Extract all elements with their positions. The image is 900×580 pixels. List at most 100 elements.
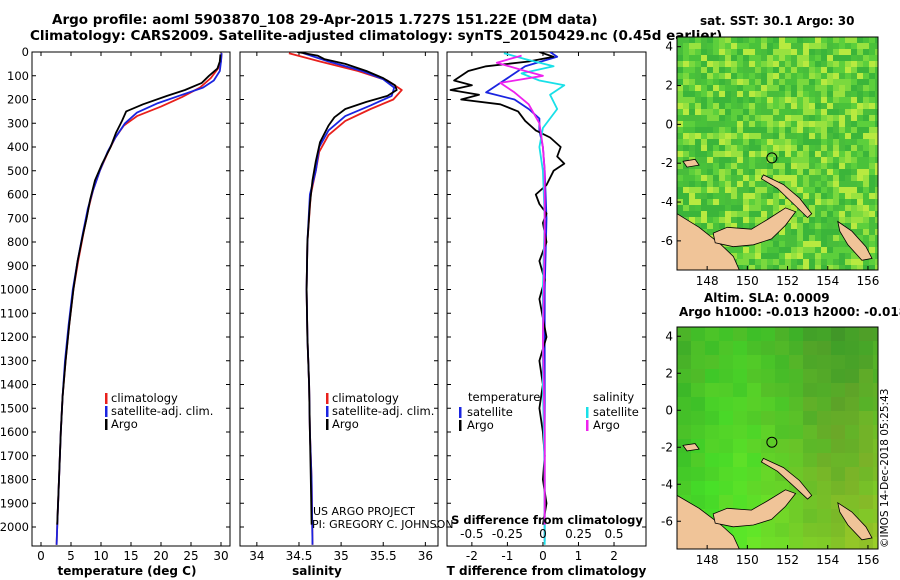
map-cell [731, 139, 737, 145]
map-cell [851, 61, 857, 67]
map-cell [767, 121, 773, 127]
map-cell [761, 97, 767, 103]
map-cell [815, 55, 821, 61]
map-cell [863, 85, 869, 91]
map-cell [803, 73, 809, 79]
map-cell [789, 439, 803, 453]
salinity-x-tick-label: 34 [249, 549, 264, 563]
map-cell [845, 55, 851, 61]
map-cell [677, 383, 691, 397]
map-cell [851, 163, 857, 169]
map-cell [779, 61, 785, 67]
map-cell [869, 253, 875, 259]
map-cell [857, 175, 863, 181]
map-cell [845, 217, 851, 223]
map-cell [691, 355, 705, 369]
map-cell [851, 217, 857, 223]
map-cell [817, 355, 831, 369]
map-cell [797, 193, 803, 199]
map-cell [677, 79, 683, 85]
map-cell [737, 181, 743, 187]
map-cell [833, 55, 839, 61]
map-cell [845, 67, 851, 73]
map-cell [803, 85, 809, 91]
map-cell [815, 145, 821, 151]
map-cell [831, 369, 845, 383]
map-cell [875, 217, 878, 223]
map-cell [705, 369, 719, 383]
map-cell [839, 265, 845, 270]
map-cell [845, 265, 851, 270]
map-cell [683, 109, 689, 115]
map-cell [773, 91, 779, 97]
map-cell [743, 199, 749, 205]
map-cell [725, 217, 731, 223]
map-cell [731, 151, 737, 157]
map-cell [845, 439, 859, 453]
map-cell [815, 163, 821, 169]
map-cell [785, 235, 791, 241]
map-cell [789, 397, 803, 411]
map-cell [749, 163, 755, 169]
map-cell [831, 355, 845, 369]
map-cell [817, 383, 831, 397]
map-cell [803, 523, 817, 537]
map-cell [817, 509, 831, 523]
map-cell [797, 97, 803, 103]
map-cell [761, 397, 775, 411]
map-cell [733, 327, 747, 341]
map-cell [683, 61, 689, 67]
map-cell [785, 241, 791, 247]
map-cell [733, 411, 747, 425]
map-cell [701, 109, 707, 115]
map-cell [701, 43, 707, 49]
map-cell [845, 537, 859, 549]
map-cell [749, 79, 755, 85]
map-cell [797, 139, 803, 145]
map-cell [761, 259, 767, 265]
map-cell [767, 205, 773, 211]
map-cell [779, 193, 785, 199]
temperature-xlabel: temperature (deg C) [58, 564, 197, 578]
map-cell [733, 397, 747, 411]
map-cell [749, 133, 755, 139]
map-cell [821, 223, 827, 229]
map-cell [827, 133, 833, 139]
map-cell [827, 37, 833, 43]
map-cell [779, 205, 785, 211]
map-cell [779, 79, 785, 85]
map-cell [719, 211, 725, 217]
map-cell [779, 151, 785, 157]
map-cell [691, 481, 705, 495]
temperature-legend-swatch [105, 406, 108, 417]
map-cell [827, 181, 833, 187]
map-cell [747, 453, 761, 467]
map-cell [839, 151, 845, 157]
map-cell [827, 55, 833, 61]
map-cell [845, 199, 851, 205]
map-cell [845, 61, 851, 67]
map-cell [797, 157, 803, 163]
map-cell [743, 115, 749, 121]
map-cell [677, 187, 683, 193]
map-cell [791, 61, 797, 67]
map-cell [797, 37, 803, 43]
map-cell [683, 175, 689, 181]
map-cell [845, 193, 851, 199]
map-cell [839, 61, 845, 67]
map-cell [733, 481, 747, 495]
map-cell [833, 235, 839, 241]
map-cell [839, 259, 845, 265]
map-cell [701, 217, 707, 223]
map-cell [731, 181, 737, 187]
map-cell [815, 109, 821, 115]
map-cell [875, 109, 878, 115]
map-cell [779, 55, 785, 61]
map-cell [821, 85, 827, 91]
map-cell [713, 217, 719, 223]
map-cell [827, 259, 833, 265]
temperature-legend-item: satellite-adj. clim. [111, 404, 213, 418]
map-cell [749, 253, 755, 259]
map-cell [851, 181, 857, 187]
map-cell [839, 181, 845, 187]
